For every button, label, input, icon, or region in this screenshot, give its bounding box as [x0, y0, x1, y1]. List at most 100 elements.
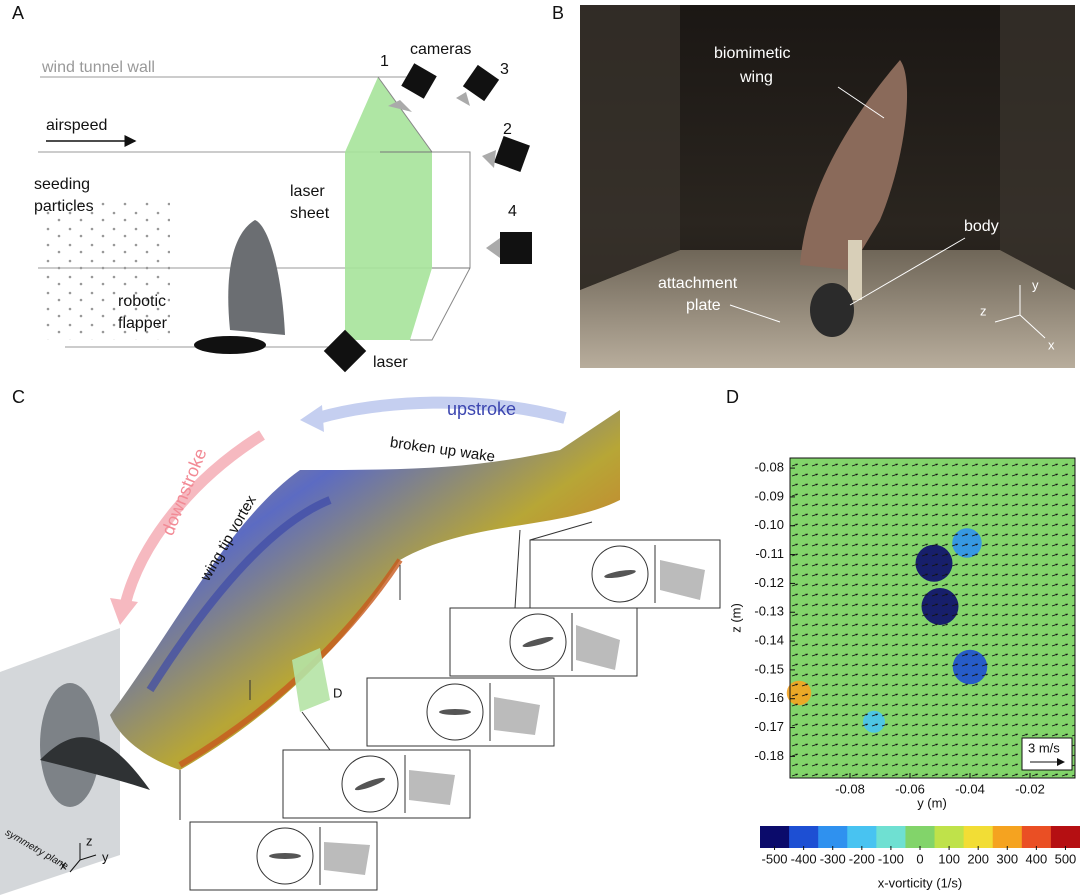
y-tick-label: -0.12 [754, 575, 784, 590]
downstroke-arrowhead [110, 598, 138, 625]
x-axis-label: y (m) [917, 795, 947, 810]
colorbar-tick-label: 400 [1026, 851, 1048, 866]
axis-label: y [1032, 277, 1039, 292]
axis-label: x [60, 857, 67, 872]
camera-lens [456, 92, 470, 106]
colorbar-tick-label: -300 [820, 851, 846, 866]
inset-wings [324, 560, 705, 875]
y-tick-label: -0.08 [754, 460, 784, 475]
panel-d: D 3 m/s z (m) y (m) x-vorticity (1/s) [726, 387, 1076, 890]
tunnel-side [1000, 5, 1075, 290]
colorbar-tick-label: 100 [938, 851, 960, 866]
camera [494, 136, 530, 172]
camera-number: 2 [503, 121, 512, 138]
laser-label: laser [373, 354, 408, 371]
axis-arrow [1019, 314, 1046, 339]
colorbar-swatch [992, 826, 1023, 848]
sheet-label: sheet [290, 205, 330, 222]
plate-label: plate [686, 297, 721, 314]
sheet-outline [377, 76, 471, 341]
wing-label: biomimetic [714, 45, 790, 62]
downstroke-arrow [119, 430, 265, 607]
downstroke-label: downstroke [158, 445, 211, 538]
panel-b: B biomimetic wing body attachment plate … [552, 3, 1075, 368]
tunnel-side [580, 5, 680, 290]
y-tick-label: -0.15 [754, 661, 784, 676]
colorbar-swatch [934, 826, 965, 848]
flapper-label: flapper [118, 315, 168, 332]
measurement-plane [292, 648, 330, 712]
y-tick-label: -0.16 [754, 690, 784, 705]
colorbar-swatch [876, 826, 906, 848]
seeding-label: seeding [34, 176, 90, 193]
seeding-label: particles [34, 198, 94, 215]
y-tick-label: -0.14 [754, 633, 784, 648]
cameras-label: cameras [410, 41, 471, 58]
laser-source [323, 329, 367, 373]
y-tick-label: -0.17 [754, 719, 784, 734]
wing-model [40, 737, 150, 790]
camera-number: 3 [500, 61, 509, 78]
inset-details [179, 521, 656, 885]
flapper-wing [228, 220, 285, 335]
biomimetic-wing [800, 60, 908, 270]
colorbar-label: x-vorticity (1/s) [878, 875, 963, 890]
seeding-dots [40, 200, 170, 340]
colorbar-tick-label: 0 [916, 851, 923, 866]
colorbar-swatch [1050, 826, 1080, 848]
wake-label: broken up wake [389, 434, 496, 466]
colorbar-swatch [789, 826, 819, 848]
sheet-label: laser [290, 183, 325, 200]
airspeed-label: airspeed [46, 117, 107, 134]
panel-label: C [12, 387, 25, 407]
callout [849, 237, 966, 306]
colorbar-swatch [1021, 826, 1052, 848]
axis-label: z [86, 833, 93, 848]
colorbar-tick-label: -200 [849, 851, 875, 866]
y-tick-label: -0.18 [754, 748, 784, 763]
y-tick-label: -0.11 [755, 546, 784, 561]
body [810, 283, 854, 337]
panel-a: A wind tunnel wall cameras 1 2 3 4 airsp… [12, 3, 532, 373]
x-tick-label: -0.02 [1015, 781, 1045, 796]
camera-number: 4 [508, 203, 517, 220]
panel-label: A [12, 3, 24, 23]
flapper-label: robotic [118, 293, 166, 310]
colorbar-swatch [963, 826, 994, 848]
upstroke-arrowhead [300, 405, 324, 432]
x-tick-label: -0.04 [955, 781, 985, 796]
velocity-vectors [790, 458, 1075, 778]
upstroke-arrow [316, 396, 567, 424]
panel-c: C upstroke downstroke broken up wake win… [0, 387, 721, 895]
x-tick-label: -0.06 [895, 781, 925, 796]
camera [462, 64, 500, 102]
upstroke-label: upstroke [447, 399, 516, 419]
camera-lens [486, 238, 500, 258]
axis-arrow [79, 854, 97, 861]
camera [401, 63, 437, 99]
colorbar-swatch [905, 826, 936, 848]
wing-label: wing [739, 69, 773, 86]
colorbar-tick-label: 300 [996, 851, 1018, 866]
callout [729, 304, 781, 323]
y-tick-label: -0.09 [754, 488, 784, 503]
y-tick-label: -0.13 [754, 604, 784, 619]
axis-arrow [69, 859, 81, 873]
wing-strut [848, 240, 862, 300]
colorbar-tick-label: 200 [967, 851, 989, 866]
camera-lens [388, 100, 412, 112]
laser-sheet [345, 77, 432, 340]
colorbar-tick-label: -400 [791, 851, 817, 866]
axis-label: z [980, 303, 987, 318]
y-tick-label: -0.10 [754, 517, 784, 532]
plate-label: attachment [658, 275, 738, 292]
callout [837, 86, 885, 119]
colorbar-swatch [847, 826, 877, 848]
plot-frame [789, 457, 1076, 779]
inset-sections [269, 569, 636, 859]
axis-label: x [1048, 337, 1055, 352]
axis-label: y [102, 849, 109, 864]
y-axis-label: z (m) [728, 603, 743, 633]
